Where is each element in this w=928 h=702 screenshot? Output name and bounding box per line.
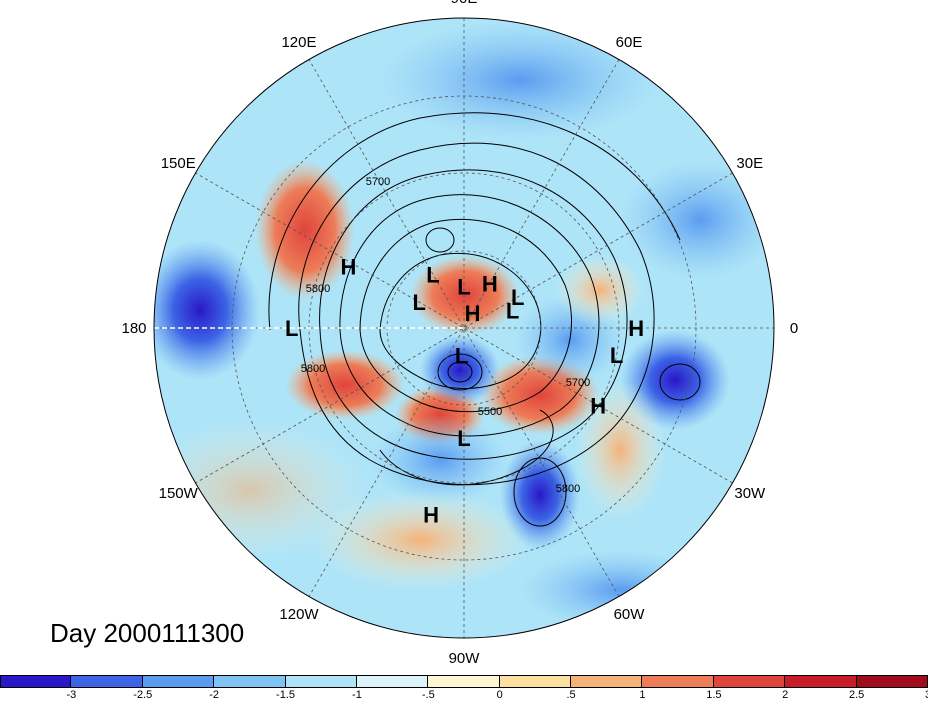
colorbar-tick-label: 3 <box>925 689 928 701</box>
contour-labels: 5700 5800 5800 5700 5500 5800 <box>301 176 590 495</box>
anomaly-field <box>154 18 774 638</box>
high-pressure-marker: H <box>465 301 481 326</box>
colorbar-tick-label: 1 <box>639 689 646 701</box>
colorbar-tick-label: -1 <box>352 689 362 701</box>
colorbar-frame <box>0 675 928 688</box>
height-contours <box>268 112 701 527</box>
longitude-label: 120E <box>281 34 316 51</box>
longitude-label: 120W <box>279 606 319 623</box>
colorbar-swatch <box>713 675 786 688</box>
high-pressure-marker: H <box>628 316 644 341</box>
colorbar-swatch <box>71 675 143 688</box>
colorbar-tick-label: -2 <box>209 689 220 701</box>
longitude-labels: 90E 60E 30E 0 30W 60W 90W 120W 150W 180 150E 120E <box>121 0 798 667</box>
colorbar-swatch <box>428 675 500 688</box>
longitude-label: 90E <box>451 0 478 7</box>
contour-value-label: 5800 <box>306 283 330 295</box>
contour-value-label: 5700 <box>566 377 590 389</box>
colorbar-swatch <box>356 675 429 688</box>
colorbar-tick-label: 2.5 <box>848 689 865 701</box>
contour-value-label: 5500 <box>478 406 502 418</box>
colorbar-swatch <box>785 675 857 688</box>
longitude-label: 60E <box>616 34 643 51</box>
high-pressure-marker: H <box>340 255 356 280</box>
colorbar-tick-label: 1.5 <box>706 689 722 701</box>
colorbar-swatch <box>571 675 643 688</box>
date-title: Day 2000111300 <box>50 618 245 648</box>
longitude-label: 60W <box>614 606 646 623</box>
low-pressure-marker: L <box>413 290 426 315</box>
low-pressure-marker: L <box>457 426 470 451</box>
colorbar-swatch <box>285 675 357 688</box>
contour-value-label: 5700 <box>366 176 390 188</box>
low-pressure-marker: L <box>506 298 519 323</box>
high-pressure-marker: H <box>590 394 606 419</box>
colorbar-tick-label: -3 <box>66 689 77 701</box>
map-boundary <box>153 17 775 639</box>
colorbar-tick-label: 0 <box>496 689 503 701</box>
low-pressure-marker: L <box>511 285 524 310</box>
high-pressure-marker: H <box>423 503 439 528</box>
colorbar-tick-label: -.5 <box>421 689 435 701</box>
colorbar-swatch <box>142 675 215 688</box>
longitude-label: 30E <box>736 155 763 172</box>
contour-value-label: 5800 <box>556 483 580 495</box>
longitude-label: 150W <box>159 485 199 502</box>
colorbar: -3 -2.5 -2 -1.5 -1 -.5 0 .5 1 1.5 2 2.5 3 <box>0 675 928 702</box>
colorbar-swatch <box>642 675 714 688</box>
longitude-label: 0 <box>790 320 798 337</box>
low-pressure-marker: L <box>457 275 470 300</box>
colorbar-tick-label: .5 <box>566 689 576 701</box>
contour-value-label: 5800 <box>301 363 325 375</box>
low-pressure-marker: L <box>610 343 623 368</box>
colorbar-swatch <box>499 675 572 688</box>
longitude-label: 150E <box>161 155 196 172</box>
colorbar-tick-label: -1.5 <box>276 689 296 701</box>
low-pressure-marker: L <box>426 262 439 287</box>
colorbar-tick-label: 2 <box>782 689 789 701</box>
colorbar-swatch <box>0 675 72 688</box>
high-pressure-marker: H <box>482 271 498 296</box>
longitude-label: 30W <box>734 485 766 502</box>
low-pressure-marker: L <box>455 343 468 368</box>
low-pressure-marker: L <box>285 316 298 341</box>
colorbar-swatch <box>214 675 286 688</box>
longitude-label: 180 <box>121 320 146 337</box>
colorbar-tick-label: -2.5 <box>133 689 153 701</box>
longitude-label: 90W <box>449 650 481 667</box>
